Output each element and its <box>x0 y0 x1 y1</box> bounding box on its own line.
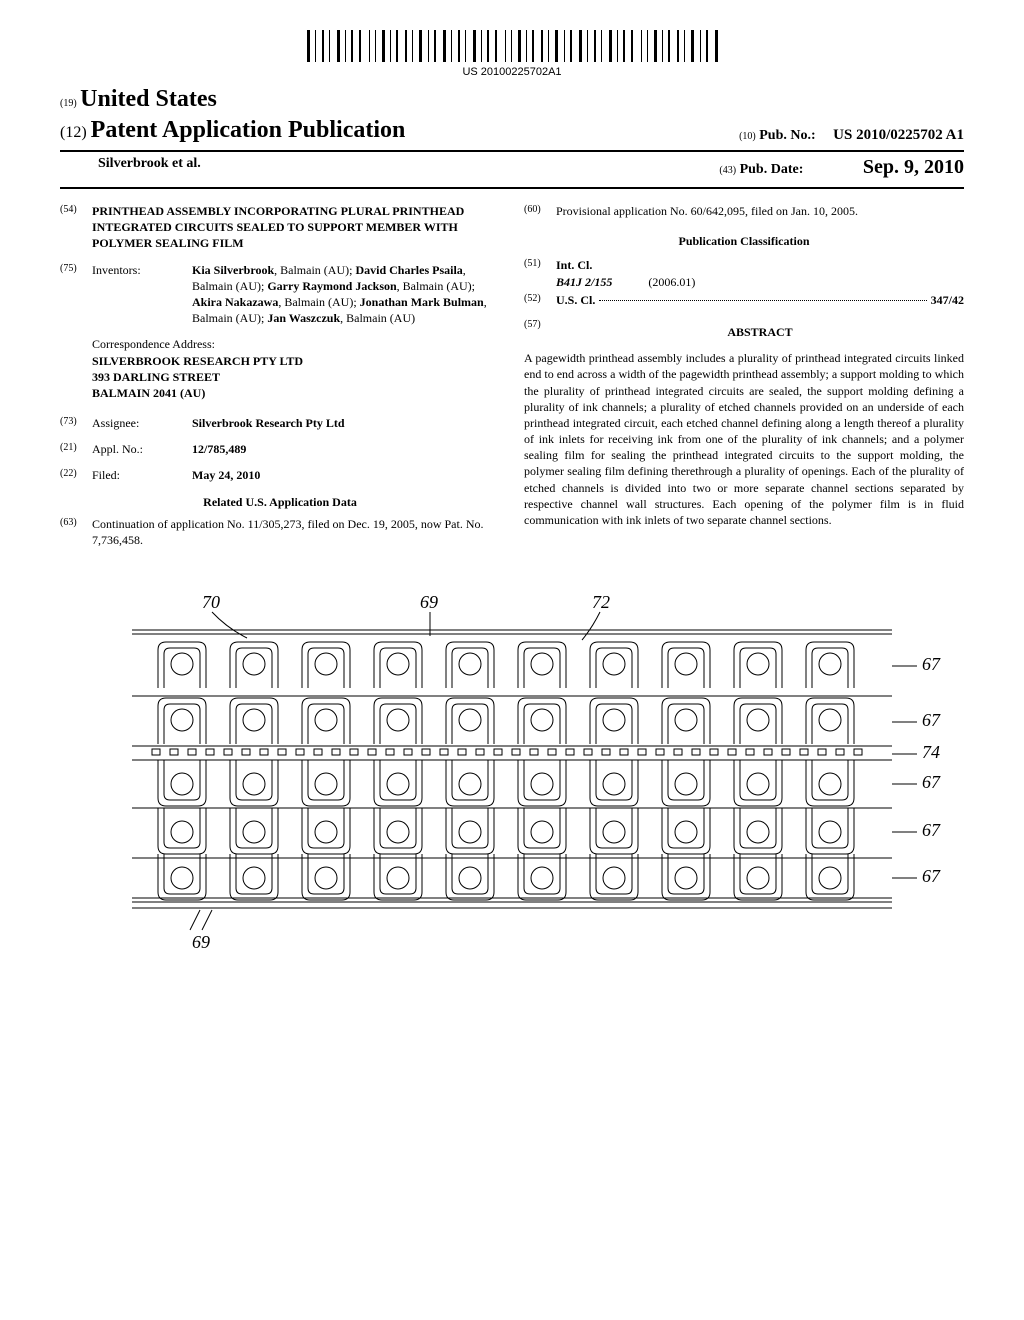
invention-title: PRINTHEAD ASSEMBLY INCORPORATING PLURAL … <box>92 203 500 252</box>
abstract-label: ABSTRACT <box>556 324 964 340</box>
filed-value: May 24, 2010 <box>192 468 260 482</box>
corr-city: BALMAIN 2041 (AU) <box>92 386 205 400</box>
pub-type: Patent Application Publication <box>91 117 406 143</box>
ref-69-top: 69 <box>420 592 438 612</box>
ref-72: 72 <box>592 592 610 612</box>
ref-67-2: 67 <box>922 710 941 730</box>
country-line: (19) United States <box>60 86 217 113</box>
assignee-label: Assignee: <box>92 415 192 431</box>
pub-no-value: US 2010/0225702 A1 <box>833 127 964 143</box>
pub-date-label: Pub. Date: <box>740 162 804 177</box>
appl-no-code: (21) <box>60 441 92 457</box>
intcl-date: (2006.01) <box>648 275 695 289</box>
ref-70: 70 <box>202 592 220 612</box>
intcl-class: B41J 2/155 <box>556 275 612 289</box>
ref-67-1: 67 <box>922 654 941 674</box>
related-header: Related U.S. Application Data <box>60 494 500 510</box>
pub-date-code: (43) <box>719 165 736 176</box>
patent-page: US 20100225702A1 (19) United States (12)… <box>0 0 1024 1003</box>
pub-date-block: (43) Pub. Date: Sep. 9, 2010 <box>719 156 964 179</box>
country-name: United States <box>80 86 217 112</box>
pub-no-label: Pub. No.: <box>759 128 815 143</box>
patent-figure: 70 69 72 <box>60 588 964 973</box>
ref-69-bottom: 69 <box>192 932 210 952</box>
authors-short: Silverbrook et al. <box>98 156 201 179</box>
intcl-label: Int. Cl. <box>556 258 592 272</box>
barcode-graphic <box>307 30 718 62</box>
continuation-text: Continuation of application No. 11/305,2… <box>92 516 500 548</box>
figure-svg: 70 69 72 <box>72 588 952 968</box>
assignee-code: (73) <box>60 415 92 431</box>
barcode-text: US 20100225702A1 <box>60 66 964 78</box>
correspondence-address: Correspondence Address: SILVERBROOK RESE… <box>92 336 500 401</box>
country-code: (19) <box>60 98 77 109</box>
corr-name: SILVERBROOK RESEARCH PTY LTD <box>92 354 303 368</box>
intcl-code: (51) <box>524 257 556 289</box>
ref-67-3: 67 <box>922 772 941 792</box>
inventors-label: Inventors: <box>92 262 192 327</box>
ref-67-4: 67 <box>922 820 941 840</box>
appl-no-label: Appl. No.: <box>92 441 192 457</box>
corr-label: Correspondence Address: <box>92 336 500 352</box>
provisional-code: (60) <box>524 203 556 219</box>
provisional-text: Provisional application No. 60/642,095, … <box>556 203 964 219</box>
pub-no-block: (10) Pub. No.: US 2010/0225702 A1 <box>739 127 964 144</box>
uscl-code: (52) <box>524 292 556 308</box>
pub-date-value: Sep. 9, 2010 <box>863 156 964 178</box>
assignee-value: Silverbrook Research Pty Ltd <box>192 416 345 430</box>
inventors-list: Kia Silverbrook, Balmain (AU); David Cha… <box>192 262 500 327</box>
appl-no-value: 12/785,489 <box>192 442 246 456</box>
abstract-text: A pagewidth printhead assembly includes … <box>524 350 964 528</box>
left-column: (54) PRINTHEAD ASSEMBLY INCORPORATING PL… <box>60 203 500 558</box>
pub-type-left: (12) Patent Application Publication <box>60 117 405 144</box>
abstract-code: (57) <box>524 318 556 346</box>
inventors-code: (75) <box>60 262 92 327</box>
barcode-block: US 20100225702A1 <box>60 30 964 78</box>
pub-type-code: (12) <box>60 124 87 141</box>
ref-67-5: 67 <box>922 866 941 886</box>
pub-class-header: Publication Classification <box>524 233 964 249</box>
filed-label: Filed: <box>92 467 192 483</box>
uscl-dots <box>599 300 926 301</box>
uscl-label: U.S. Cl. <box>556 292 595 308</box>
title-code: (54) <box>60 203 92 252</box>
right-column: (60) Provisional application No. 60/642,… <box>524 203 964 558</box>
pub-no-code: (10) <box>739 131 756 142</box>
continuation-code: (63) <box>60 516 92 548</box>
corr-street: 393 DARLING STREET <box>92 370 220 384</box>
ref-74: 74 <box>922 742 940 762</box>
filed-code: (22) <box>60 467 92 483</box>
uscl-value: 347/42 <box>931 292 964 308</box>
